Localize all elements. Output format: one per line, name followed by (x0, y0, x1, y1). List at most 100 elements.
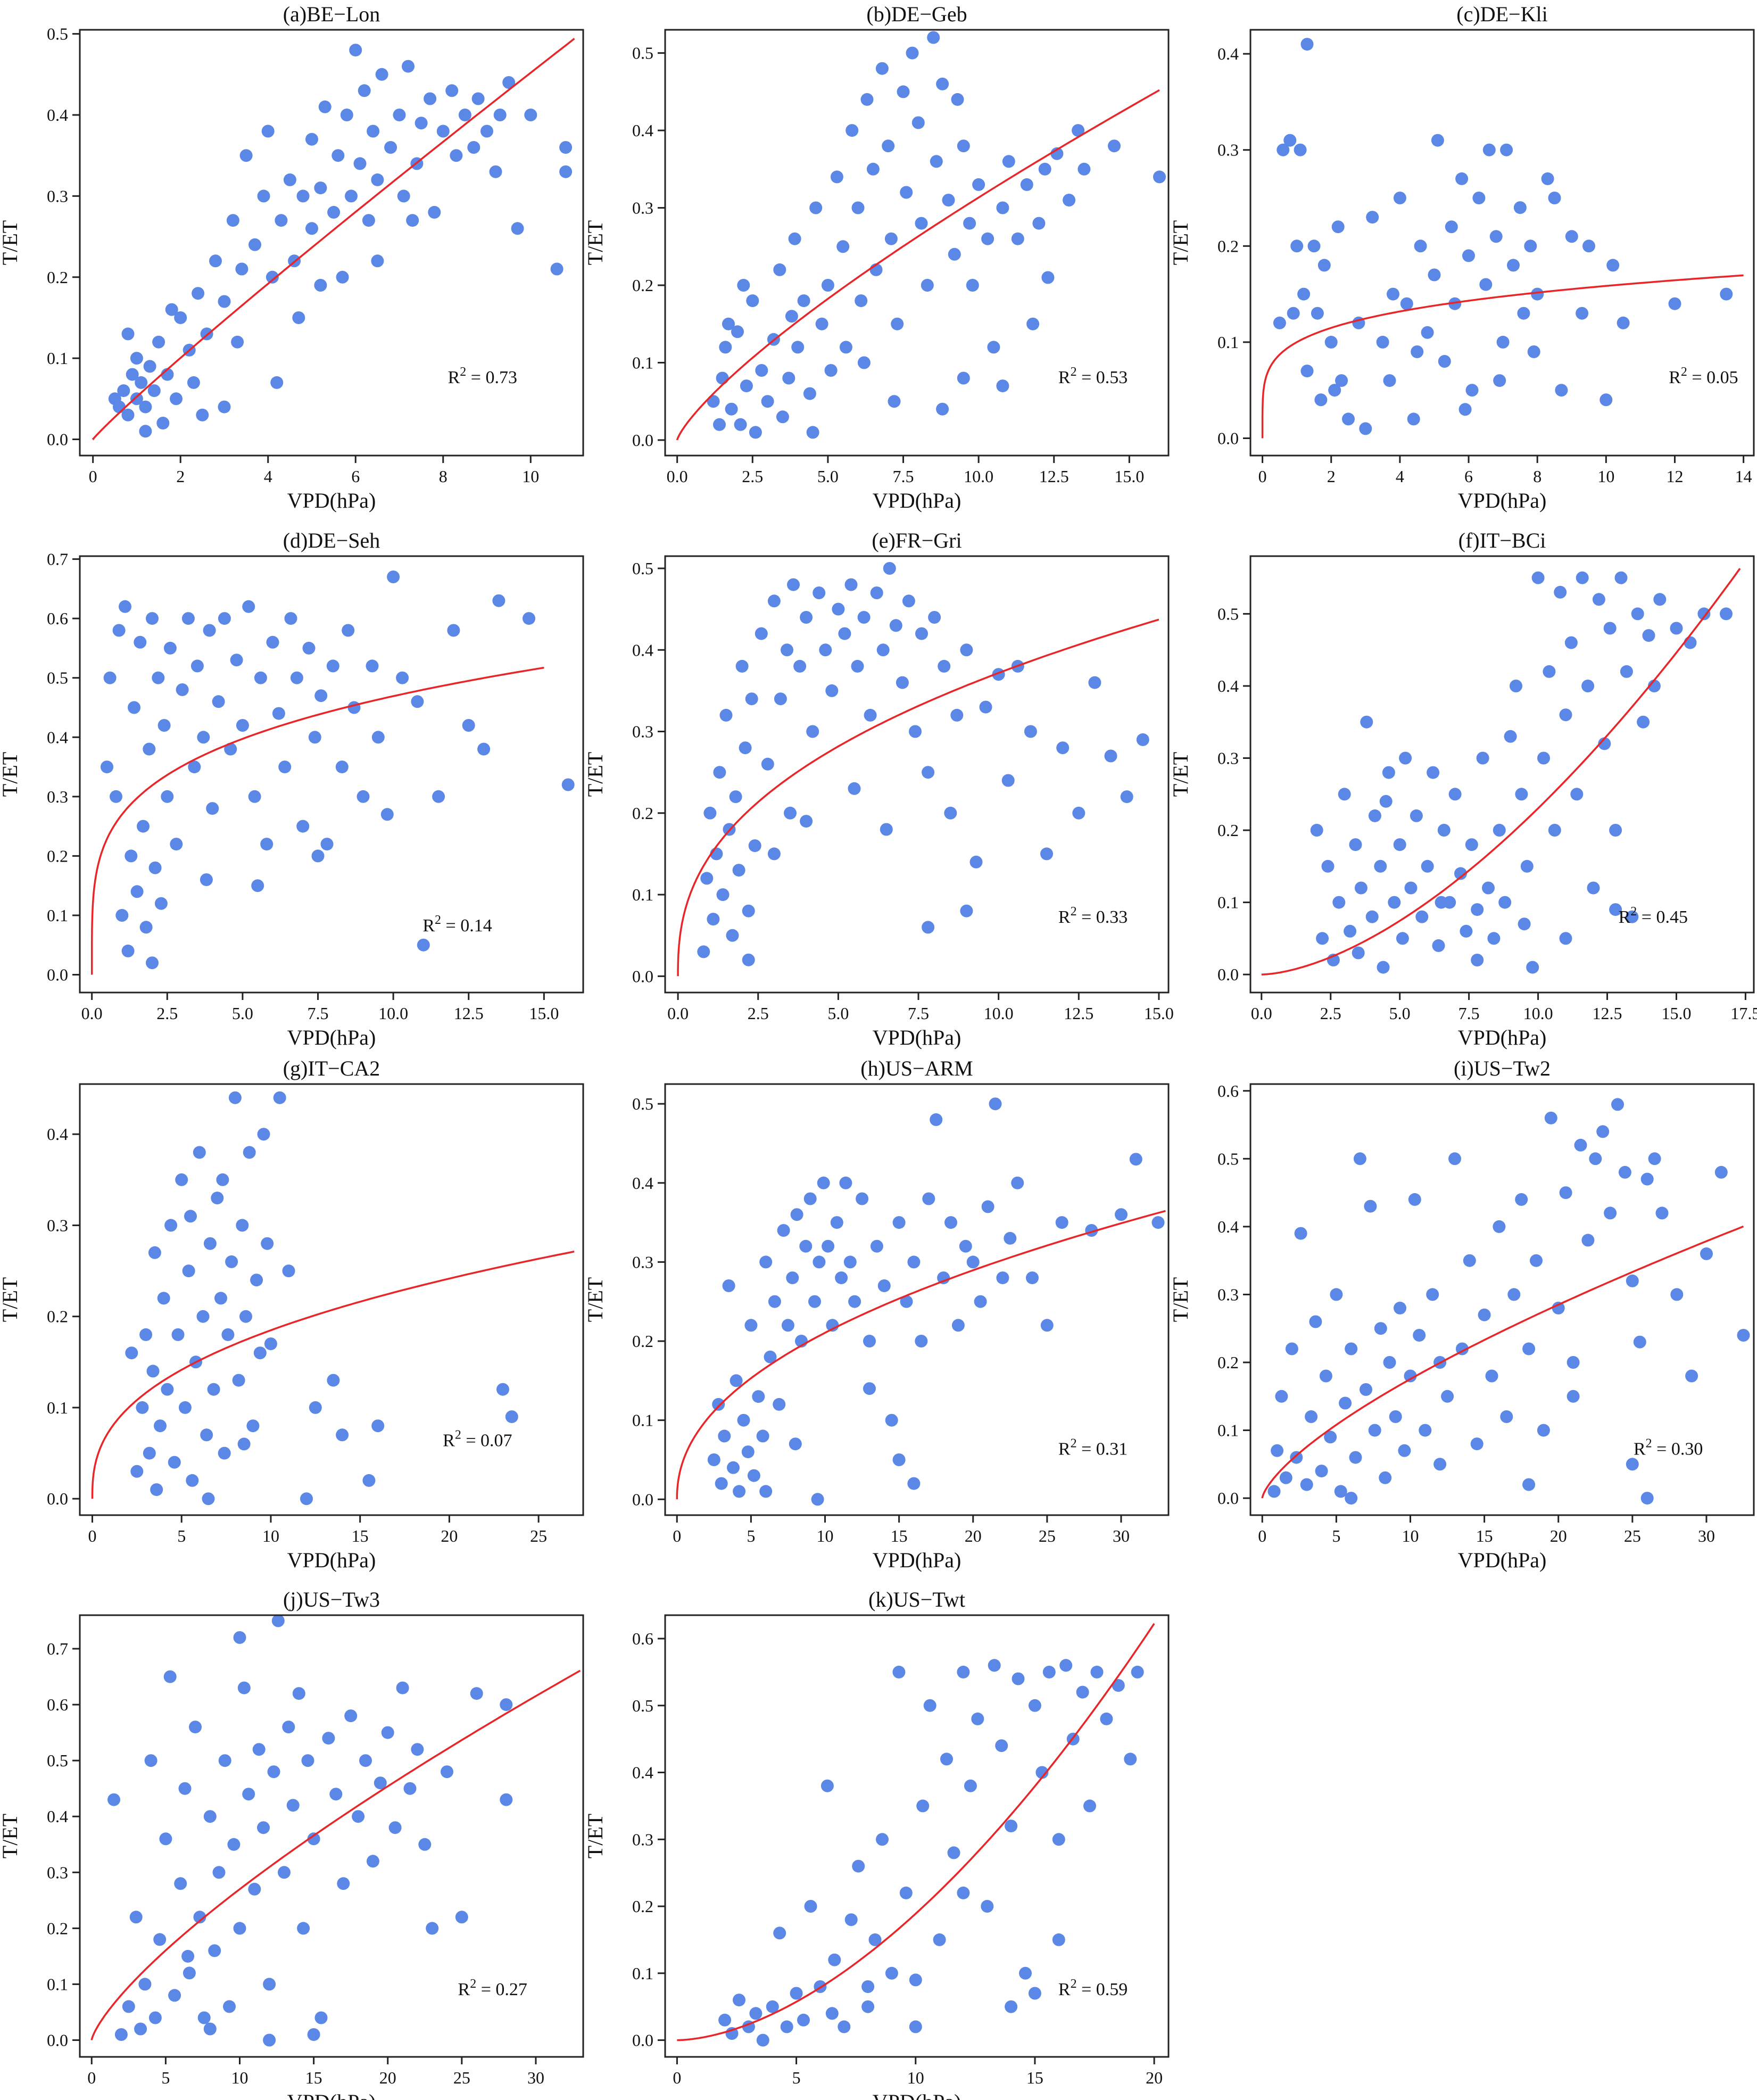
chart-title: (h)US−ARM (860, 1056, 973, 1080)
r-squared-annotation: R2 = 0.05 (1669, 365, 1738, 387)
data-point (211, 1192, 224, 1205)
y-tick-label: 0.7 (47, 1639, 68, 1658)
data-point (251, 879, 264, 892)
data-point (496, 1383, 509, 1396)
data-point (1368, 809, 1381, 822)
x-tick-label: 10.0 (378, 1004, 408, 1023)
data-point (911, 116, 925, 129)
data-point (756, 2033, 769, 2047)
data-point (839, 1176, 852, 1189)
data-point (1482, 881, 1495, 895)
data-point (825, 2007, 839, 2020)
data-point (327, 1374, 340, 1387)
data-point (336, 270, 349, 284)
data-point (742, 904, 755, 917)
data-point (797, 294, 810, 308)
plot-frame (664, 1083, 1170, 1516)
data-point (1537, 751, 1550, 765)
data-point (242, 1788, 255, 1801)
data-point (892, 1453, 906, 1466)
x-tick-label: 14 (1735, 467, 1752, 486)
y-tick-label: 0.2 (47, 1919, 68, 1938)
data-point (1465, 384, 1479, 397)
x-tick-label: 12.5 (1064, 1004, 1093, 1023)
plot-frame (79, 1083, 584, 1516)
data-point (959, 1239, 972, 1253)
data-point (1078, 162, 1091, 176)
y-tick-label: 0.6 (632, 1629, 653, 1648)
y-tick-label: 0.0 (47, 965, 68, 985)
data-point (278, 760, 292, 774)
data-point (885, 1413, 898, 1427)
x-tick-label: 0.0 (667, 467, 688, 486)
data-point (718, 2013, 732, 2027)
x-tick-label: 6 (351, 467, 360, 486)
data-point (374, 1776, 387, 1790)
y-tick-label: 0.3 (47, 1863, 68, 1882)
chart-panel: (b)DE−Geb 0.0 2.5 5.0 7.5 10.0 12.5 15.0 0.0 0.1 0… (583, 2, 1170, 512)
data-point (380, 808, 394, 821)
data-point (876, 643, 890, 657)
data-point (257, 189, 270, 203)
data-point (773, 1927, 786, 1940)
data-point (1441, 1390, 1454, 1403)
y-tick-label: 0.5 (47, 24, 68, 44)
data-point (200, 873, 213, 886)
fit-curve (1261, 1225, 1744, 1499)
x-tick-label: 4 (264, 467, 272, 486)
data-point (243, 1146, 256, 1159)
data-point (715, 1477, 728, 1490)
data-point (396, 671, 409, 684)
data-point (130, 352, 143, 365)
data-point (182, 1264, 195, 1278)
data-point (1633, 1335, 1646, 1349)
x-tick-label: 5 (161, 2068, 170, 2087)
data-point (331, 149, 345, 162)
data-point (1335, 374, 1348, 387)
chart-panel: (f)IT−BCi 0.0 2.5 5.0 7.5 10.0 12.5 15.0 17.5 0.0… (1168, 528, 1757, 1049)
data-point (393, 109, 406, 121)
data-point (1076, 1685, 1089, 1699)
y-tick-label: 0.2 (47, 268, 68, 287)
data-point (126, 368, 139, 381)
data-point (305, 133, 318, 146)
data-point (1279, 1471, 1292, 1484)
data-point (866, 162, 880, 176)
data-point (800, 611, 813, 624)
data-point (246, 1419, 260, 1433)
data-point (1294, 1227, 1307, 1240)
data-point (1513, 201, 1527, 214)
x-tick-label: 7.5 (1458, 1004, 1480, 1023)
x-tick-label: 0.0 (1251, 1004, 1272, 1023)
data-point (559, 165, 573, 178)
x-tick-label: 15.0 (1114, 467, 1144, 486)
data-point (296, 820, 310, 833)
data-point (703, 806, 717, 820)
fit-curve (1261, 274, 1744, 439)
r-squared-value: 0.07 (480, 1431, 512, 1450)
scatter-points (707, 31, 1166, 439)
data-point (922, 921, 935, 934)
data-point (1072, 806, 1085, 820)
data-point (1019, 1966, 1032, 1980)
data-point (788, 232, 801, 245)
data-point (143, 742, 156, 756)
data-point (1330, 1288, 1343, 1301)
data-point (170, 838, 183, 851)
data-point (314, 279, 327, 292)
data-point (500, 1698, 513, 1712)
r-squared-equals: = (461, 1431, 480, 1450)
data-point (107, 1793, 120, 1806)
plot-frame (1249, 555, 1755, 994)
data-point (803, 1192, 817, 1205)
data-point (411, 695, 424, 708)
data-point (467, 141, 480, 154)
r-squared-value: 0.31 (1096, 1440, 1128, 1459)
data-point (157, 1292, 170, 1305)
data-point (366, 1855, 379, 1868)
y-axis-label: T/ET (0, 1814, 22, 1858)
data-point (170, 392, 183, 406)
data-point (128, 701, 140, 714)
data-point (143, 360, 156, 373)
data-point (1565, 230, 1578, 243)
